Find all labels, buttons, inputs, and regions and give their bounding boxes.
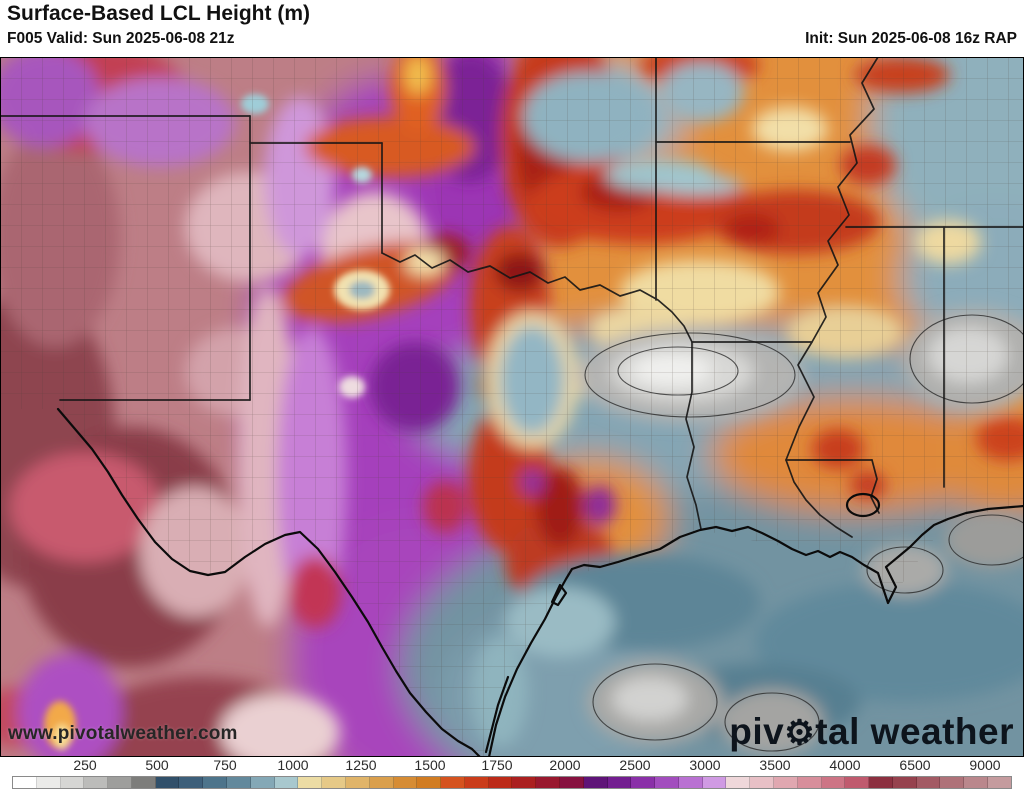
colorbar-segment <box>60 777 85 788</box>
colorbar-segment <box>13 777 37 788</box>
colorbar-segment <box>631 777 656 788</box>
colorbar-segment <box>131 777 156 788</box>
colorbar-tick: 6500 <box>899 757 931 773</box>
colorbar-segment <box>869 777 893 788</box>
logo-text-post: tal weather <box>815 711 1014 752</box>
colorbar-segment <box>607 777 632 788</box>
colorbar-segment <box>583 777 608 788</box>
colorbar-tick: 1000 <box>277 757 309 773</box>
colorbar-segment <box>750 777 774 788</box>
colorbar-tick: 9000 <box>969 757 1001 773</box>
header: Surface-Based LCL Height (m) F005 Valid:… <box>0 0 1024 57</box>
colorbar-segment <box>84 777 109 788</box>
colorbar-segment <box>655 777 679 788</box>
pivotal-weather-logo: piv⚙tal weather <box>729 711 1014 753</box>
colorbar <box>12 776 1012 789</box>
watermark-url: www.pivotalweather.com <box>8 723 238 744</box>
colorbar-segment <box>393 777 418 788</box>
colorbar-tick: 1500 <box>414 757 446 773</box>
page-title: Surface-Based LCL Height (m) <box>7 2 310 25</box>
init-time-label: Init: Sun 2025-06-08 16z RAP <box>805 30 1017 47</box>
colorbar-tick: 250 <box>73 757 97 773</box>
colorbar-segment <box>345 777 370 788</box>
colorbar-segment <box>797 777 822 788</box>
colorbar-segment <box>488 777 513 788</box>
color-scale-legend: 250 500 750 1000 1250 1500 1750 2000 2500 3000 350… <box>0 757 1024 791</box>
colorbar-segment <box>964 777 989 788</box>
colorbar-segment <box>774 777 798 788</box>
colorbar-segment <box>464 777 489 788</box>
logo-text-pre: piv <box>729 711 785 752</box>
colorbar-segment <box>726 777 751 788</box>
colorbar-tick: 500 <box>145 757 169 773</box>
colorbar-segment <box>988 777 1011 788</box>
colorbar-tick: 2000 <box>549 757 581 773</box>
colorbar-tick: 2500 <box>619 757 651 773</box>
colorbar-segment <box>821 777 846 788</box>
colorbar-segment <box>250 777 275 788</box>
colorbar-segment <box>227 777 251 788</box>
valid-time-label: F005 Valid: Sun 2025-06-08 21z <box>7 30 235 47</box>
colorbar-segment <box>179 777 204 788</box>
colorbar-segment <box>203 777 228 788</box>
colorbar-segment <box>702 777 727 788</box>
colorbar-tick-labels: 250 500 750 1000 1250 1500 1750 2000 2500 3000 350… <box>12 757 1012 773</box>
colorbar-segment <box>845 777 870 788</box>
coastline <box>56 407 1024 757</box>
lcl-height-raster <box>0 57 1024 757</box>
colorbar-tick: 1250 <box>345 757 377 773</box>
state-borders <box>0 57 1024 538</box>
colorbar-segment <box>940 777 965 788</box>
colorbar-tick: 4000 <box>829 757 861 773</box>
gear-icon: ⚙ <box>784 714 816 752</box>
colorbar-segment <box>559 777 584 788</box>
colorbar-segment <box>274 777 299 788</box>
colorbar-segment <box>536 777 560 788</box>
colorbar-tick: 3500 <box>759 757 791 773</box>
colorbar-tick: 3000 <box>689 757 721 773</box>
colorbar-segment <box>369 777 394 788</box>
colorbar-segment <box>417 777 442 788</box>
forecast-map: www.pivotalweather.com piv⚙tal weather <box>0 57 1024 757</box>
colorbar-segment <box>36 777 61 788</box>
colorbar-segment <box>441 777 465 788</box>
colorbar-tick: 1750 <box>481 757 513 773</box>
colorbar-segment <box>155 777 180 788</box>
colorbar-segment <box>512 777 537 788</box>
colorbar-segment <box>322 777 346 788</box>
colorbar-segment <box>108 777 132 788</box>
colorbar-segment <box>892 777 917 788</box>
colorbar-segment <box>916 777 941 788</box>
colorbar-segment <box>678 777 703 788</box>
colorbar-tick: 750 <box>213 757 237 773</box>
colorbar-segment <box>298 777 323 788</box>
